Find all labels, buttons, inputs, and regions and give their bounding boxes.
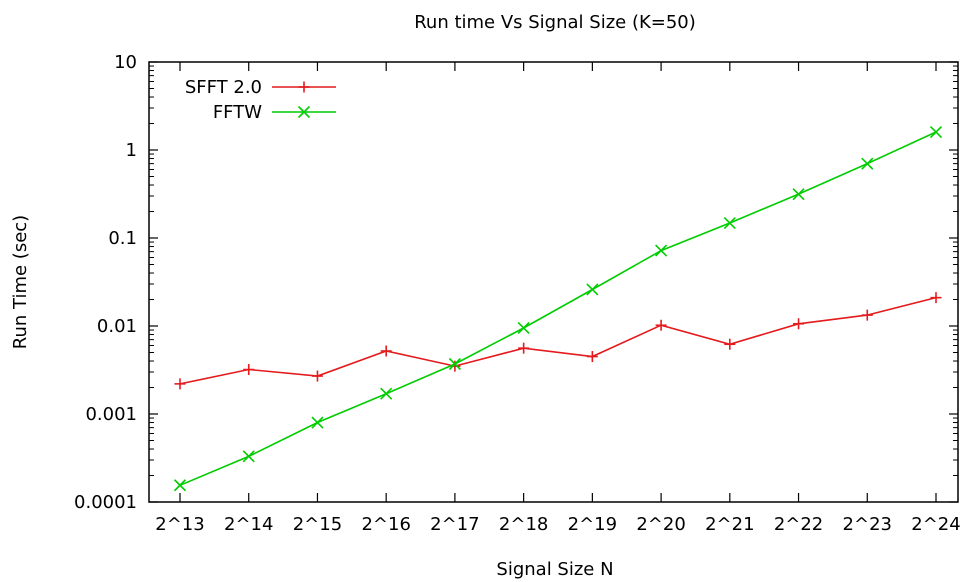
marker-stroke — [297, 105, 311, 119]
x-tick-label: 2^13 — [155, 514, 204, 535]
marker-stroke — [173, 479, 187, 492]
data-point — [723, 216, 736, 230]
legend-item: FFTW — [213, 102, 336, 123]
marker-stroke — [311, 416, 324, 429]
series-sfft-2-0 — [174, 292, 942, 390]
marker-stroke — [861, 157, 874, 170]
data-point — [861, 309, 873, 321]
data-point — [586, 351, 598, 363]
x-tick-label: 2^23 — [843, 514, 892, 535]
x-tick-label: 2^22 — [774, 514, 823, 535]
data-point — [448, 357, 461, 371]
series-layer — [173, 125, 943, 492]
y-tick-label: 10 — [114, 52, 137, 73]
data-point — [793, 318, 805, 330]
data-point — [380, 345, 392, 357]
data-point — [174, 378, 186, 390]
legend-item: SFFT 2.0 — [185, 77, 336, 98]
cross-marker — [297, 105, 311, 119]
chart-title: Run time Vs Signal Size (K=50) — [414, 12, 696, 33]
y-tick-label: 0.1 — [108, 228, 137, 249]
marker-stroke — [380, 387, 393, 400]
legend-label: FFTW — [213, 102, 262, 123]
series-line — [179, 296, 937, 385]
series-line — [179, 131, 937, 487]
data-point — [243, 364, 255, 376]
x-tick-label: 2^16 — [361, 514, 410, 535]
x-tick-label: 2^21 — [705, 514, 754, 535]
plot-frame — [148, 61, 959, 503]
x-tick-label: 2^18 — [499, 514, 548, 535]
x-tick-label: 2^20 — [636, 514, 685, 535]
data-point — [724, 338, 736, 350]
marker-stroke — [655, 244, 668, 257]
x-tick-label: 2^19 — [568, 514, 617, 535]
data-point — [242, 450, 255, 463]
y-tick-label: 0.001 — [85, 404, 137, 425]
y-axis: 0.0001 0.001 0.01 0.1 1 10 — [74, 52, 958, 513]
data-point — [930, 292, 942, 304]
marker-stroke — [792, 188, 805, 201]
y-tick-label: 1 — [126, 140, 137, 161]
data-point — [518, 342, 530, 354]
legend: SFFT 2.0 FFTW — [185, 77, 336, 123]
marker-stroke — [448, 357, 461, 371]
x-tick-label: 2^15 — [293, 514, 342, 535]
series-fftw — [173, 125, 943, 492]
data-point — [655, 319, 667, 331]
y-axis-label: Run Time (sec) — [10, 215, 31, 349]
data-point — [311, 416, 324, 429]
data-point — [380, 387, 393, 400]
y-tick-label: 0.0001 — [74, 492, 137, 513]
data-point — [311, 370, 323, 382]
marker-stroke — [586, 283, 599, 296]
marker-stroke — [242, 450, 255, 463]
data-point — [861, 157, 874, 170]
x-tick-label: 2^17 — [430, 514, 479, 535]
y-tick-label: 0.01 — [97, 316, 137, 337]
data-point — [929, 125, 943, 139]
data-point — [792, 188, 805, 201]
data-point — [586, 283, 599, 296]
data-point — [655, 244, 668, 257]
data-point — [173, 479, 187, 492]
x-axis-label: Signal Size N — [496, 559, 613, 580]
x-axis: 2^13 2^14 2^15 2^16 2^17 2^18 2^19 2^20 2^21 2^22… — [155, 62, 961, 535]
marker-stroke — [929, 125, 943, 139]
marker-stroke — [517, 321, 530, 335]
legend-label: SFFT 2.0 — [185, 77, 262, 98]
x-tick-label: 2^24 — [911, 514, 960, 535]
marker-stroke — [723, 216, 736, 230]
x-tick-label: 2^14 — [224, 514, 273, 535]
data-point — [517, 321, 530, 335]
plus-marker — [298, 81, 310, 93]
